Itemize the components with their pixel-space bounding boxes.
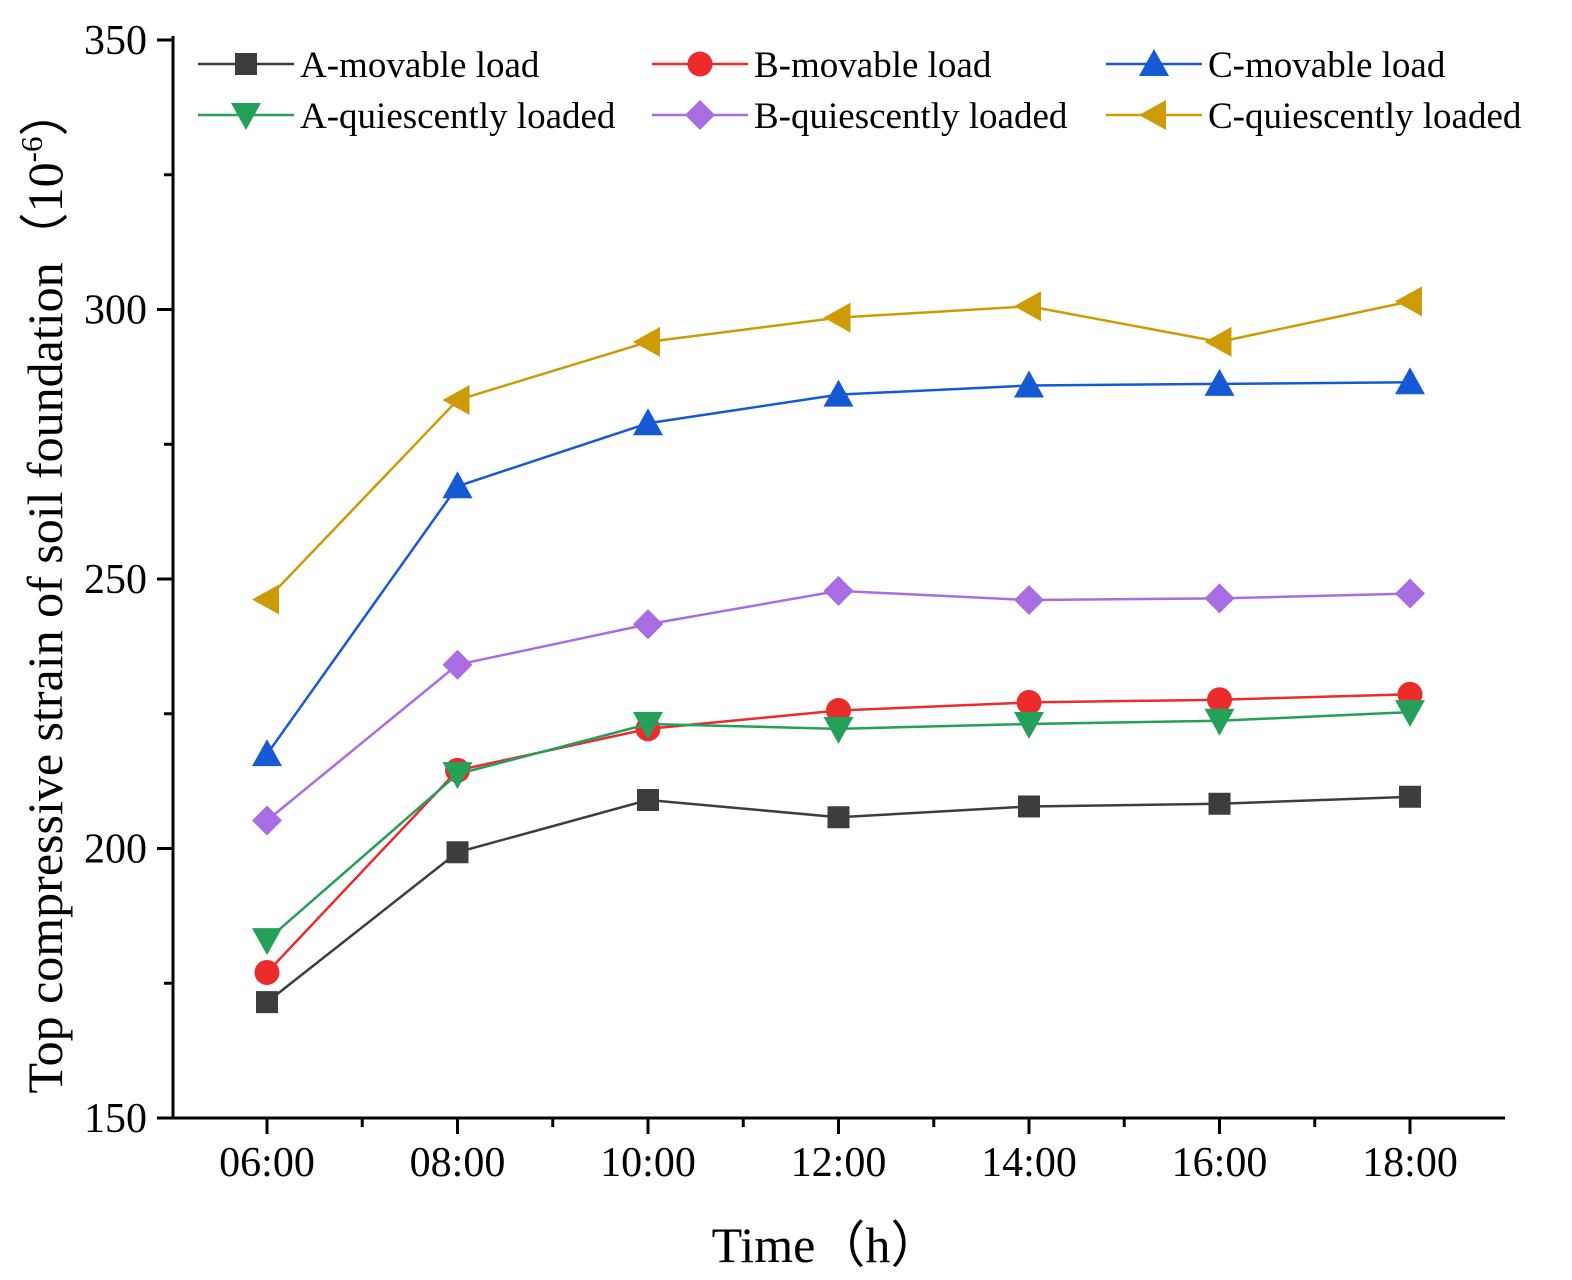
- y-tick-label: 200: [84, 827, 147, 873]
- data-point: [1395, 367, 1425, 395]
- series-group: [256, 785, 1421, 1014]
- y-tick-label: 350: [84, 18, 147, 64]
- data-point: [633, 711, 663, 739]
- legend-label: C-quiescently loaded: [1208, 96, 1522, 137]
- data-point: [633, 408, 663, 436]
- plot-series: [252, 286, 1425, 1014]
- y-axis-title-main: Top compressive strain of soil foundatio…: [17, 162, 73, 1093]
- x-tick-label: 10:00: [600, 1140, 696, 1186]
- data-point: [1014, 370, 1044, 398]
- data-point: [1014, 585, 1044, 616]
- data-point: [254, 959, 280, 985]
- data-point: [826, 698, 851, 724]
- data-point: [446, 841, 469, 864]
- data-point: [1395, 286, 1422, 317]
- legend-marker: [1139, 100, 1166, 130]
- legend-label: B-movable load: [754, 45, 992, 86]
- legend-item: A-movable load: [198, 45, 540, 86]
- legend-item: A-quiescently loaded: [198, 96, 616, 137]
- data-point: [442, 649, 473, 680]
- data-point: [1014, 711, 1044, 739]
- legend-marker: [687, 51, 713, 77]
- data-point: [1204, 368, 1235, 396]
- y-axis-title: Top compressive strain of soil foundatio…: [14, 87, 73, 1094]
- legend-label: C-movable load: [1208, 45, 1446, 86]
- data-point: [823, 716, 854, 744]
- data-point: [252, 805, 282, 836]
- legend-label: A-quiescently loaded: [300, 96, 616, 137]
- data-point: [823, 379, 854, 407]
- legend-marker: [235, 53, 257, 75]
- data-point: [827, 806, 850, 829]
- data-point: [1395, 700, 1425, 728]
- series-line: [266, 300, 1411, 601]
- x-tick-label: 12:00: [791, 1140, 887, 1186]
- data-point: [442, 471, 473, 499]
- x-tick-label: 14:00: [981, 1140, 1077, 1186]
- legend: A-movable load B-movable load C-movable lo…: [198, 45, 1522, 137]
- y-axis-title-end: ）: [17, 87, 73, 137]
- y-axis-title-superscript: -6: [14, 137, 49, 163]
- y-tick-label: 250: [84, 557, 147, 603]
- data-point: [1395, 578, 1425, 609]
- data-point: [1207, 687, 1232, 713]
- data-point: [252, 739, 282, 767]
- data-point: [1204, 326, 1232, 357]
- legend-item: C-movable load: [1106, 45, 1446, 86]
- y-tick-label: 150: [84, 1096, 147, 1142]
- data-point: [442, 385, 470, 416]
- legend-item: B-movable load: [652, 45, 992, 86]
- data-point: [252, 584, 279, 615]
- x-tick-label: 16:00: [1172, 1140, 1268, 1186]
- legend-marker: [1139, 49, 1169, 76]
- data-point: [823, 575, 854, 606]
- legend-marker: [685, 100, 715, 130]
- series-group: [252, 575, 1425, 836]
- data-point: [1399, 785, 1421, 808]
- series-group: [252, 367, 1425, 767]
- axes: 150 200 250 300 350 06:00 08:00 10:00 12:00 14:00…: [84, 18, 1505, 1186]
- data-point: [252, 928, 282, 956]
- legend-item: B-quiescently loaded: [652, 96, 1068, 137]
- y-tick-label: 300: [84, 288, 147, 334]
- legend-marker: [231, 103, 261, 130]
- data-point: [1204, 708, 1235, 736]
- series-group: [252, 700, 1425, 956]
- x-tick-label: 08:00: [410, 1140, 506, 1186]
- data-point: [1014, 291, 1041, 322]
- data-point: [1018, 795, 1040, 818]
- data-point: [633, 609, 663, 640]
- data-point: [256, 991, 278, 1014]
- data-point: [823, 302, 851, 333]
- data-point: [1204, 583, 1235, 614]
- data-point: [637, 788, 659, 811]
- legend-item: C-quiescently loaded: [1106, 96, 1522, 137]
- x-tick-label: 18:00: [1362, 1140, 1458, 1186]
- legend-label: B-quiescently loaded: [754, 96, 1068, 137]
- x-tick-label: 06:00: [219, 1140, 315, 1186]
- data-point: [442, 762, 473, 790]
- data-point: [633, 326, 660, 357]
- legend-label: A-movable load: [300, 45, 540, 86]
- data-point: [1208, 792, 1231, 815]
- series-group: [252, 286, 1422, 615]
- data-point: [1016, 689, 1042, 715]
- x-axis-title: Time（h）: [712, 1217, 941, 1273]
